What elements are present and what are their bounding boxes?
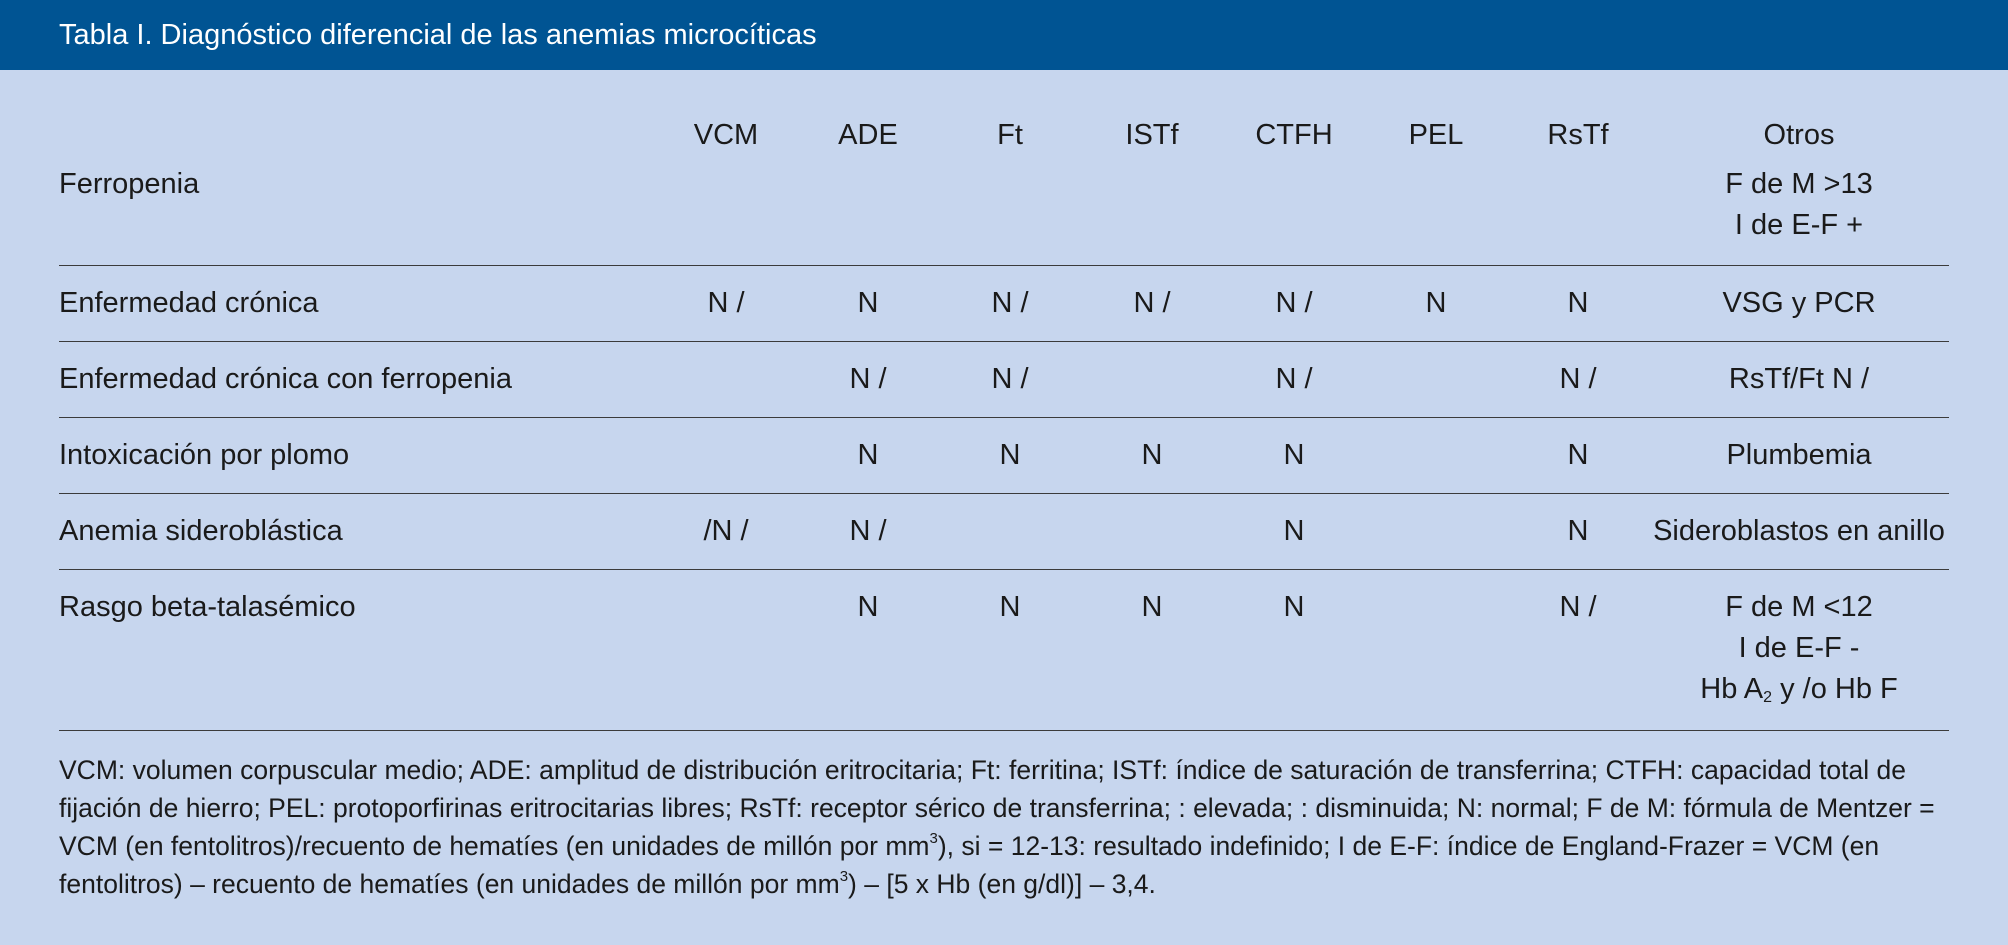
table-cell [939, 494, 1081, 570]
table-cell [1365, 418, 1507, 494]
table-cell [1081, 342, 1223, 418]
otros-cell: Plumbemia [1649, 418, 1949, 494]
row-label: Enfermedad crónica [59, 287, 319, 319]
row-label: Enfermedad crónica con ferropenia [59, 363, 512, 395]
otros-line: F de M >13 [1725, 168, 1873, 200]
table-cell: N [857, 287, 879, 319]
table-cell [1365, 494, 1507, 570]
table-cell: N [1283, 591, 1305, 623]
otros-line-hb: Hb A2 y /o Hb F [1649, 669, 1949, 710]
table-cell: N / [991, 287, 1029, 319]
row-label: Intoxicación por plomo [59, 439, 350, 471]
column-header: Otros [1763, 118, 1835, 151]
table-cell: N / [1559, 363, 1597, 395]
differential-diagnosis-table: VCM ADE Ft ISTf CTFH PEL RsTf Otros Ferr… [59, 110, 1949, 731]
table-cell: N [999, 439, 1021, 471]
table-cell [797, 160, 939, 266]
footnote-text: ) – [5 x Hb (en g/dl)] – 3,4. [848, 869, 1156, 899]
table-cell: N [1141, 439, 1163, 471]
otros-cell: RsTf/Ft N / [1649, 342, 1949, 418]
row-label: Anemia sideroblástica [59, 515, 343, 547]
row-label: Ferropenia [59, 168, 200, 200]
table-cell [655, 418, 797, 494]
column-header: PEL [1408, 118, 1464, 151]
column-header: CTFH [1255, 118, 1333, 151]
otros-cell: VSG y PCR [1649, 266, 1949, 342]
table-cell: N [999, 591, 1021, 623]
column-header: VCM [693, 118, 759, 151]
table-cell [1365, 570, 1507, 731]
column-header-row: VCM ADE Ft ISTf CTFH PEL RsTf Otros [59, 110, 1949, 160]
table-cell: N / [1559, 591, 1597, 623]
column-header: ADE [838, 118, 898, 151]
table-cell: N / [1133, 287, 1171, 319]
otros-cell: Sideroblastos en anillo [1649, 494, 1949, 570]
otros-line: VSG y PCR [1722, 287, 1876, 319]
table-footnote: VCM: volumen corpuscular medio; ADE: amp… [59, 751, 1949, 903]
table-cell [1365, 342, 1507, 418]
column-header [59, 110, 655, 160]
column-header: Ft [997, 118, 1023, 151]
table-cell [1081, 160, 1223, 266]
column-header: ISTf [1125, 118, 1179, 151]
table-cell: N [1425, 287, 1447, 319]
otros-cell: F de M <12 I de E-F - Hb A2 y /o Hb F [1649, 570, 1949, 731]
footnote-text: ), si = 12-13: resultado indefinido; I d… [59, 831, 1880, 899]
table-cell: N / [849, 515, 887, 547]
otros-line: RsTf/Ft N / [1728, 363, 1870, 395]
hb-suffix: y /o Hb F [1772, 673, 1898, 705]
table-cell [939, 160, 1081, 266]
footnote-text: VCM: volumen corpuscular medio; ADE: amp… [59, 755, 1935, 861]
table-cell: N / [849, 363, 887, 395]
table-cell: N / [707, 287, 745, 319]
table-cell: N [1141, 591, 1163, 623]
table-row: Rasgo beta-talasémico N N N N N / F de M… [59, 569, 1949, 731]
table-cell: N / [991, 363, 1029, 395]
hb-subscript: 2 [1763, 689, 1773, 706]
otros-line: I de E-F + [1734, 209, 1864, 241]
table-header-bar: Tabla I. Diagnóstico diferencial de las … [0, 0, 2008, 70]
column-header: RsTf [1547, 118, 1609, 151]
table-cell: N [1283, 515, 1305, 547]
table-title: Tabla I. Diagnóstico diferencial de las … [59, 18, 817, 51]
table-row: Ferropenia F de M >13 I de E-F + [59, 160, 1949, 266]
table-cell: N / [1275, 363, 1313, 395]
table-cell: /N / [703, 515, 749, 547]
table-cell [655, 342, 797, 418]
table-cell: N [857, 591, 879, 623]
otros-line: I de E-F - [1738, 632, 1860, 664]
table-cell [1223, 160, 1365, 266]
table-cell: N [1283, 439, 1305, 471]
footnote-superscript: 3 [839, 868, 849, 885]
table-row: Enfermedad crónica N / N N / N / N / N N… [59, 265, 1949, 342]
table-row: Intoxicación por plomo N N N N N Plumbem… [59, 417, 1949, 494]
table-cell [1507, 160, 1649, 266]
otros-line: F de M <12 [1725, 591, 1873, 623]
footnote-superscript: 3 [929, 830, 938, 847]
table-cell [655, 160, 797, 266]
otros-cell: F de M >13 I de E-F + [1649, 160, 1949, 266]
hb-prefix: Hb A [1700, 673, 1764, 705]
row-label: Rasgo beta-talasémico [59, 591, 356, 623]
table-cell [1365, 160, 1507, 266]
table-row: Anemia sideroblástica /N / N / N N Sider… [59, 493, 1949, 570]
table-cell: N [1567, 287, 1589, 319]
table-cell: N / [1275, 287, 1313, 319]
table-cell: N [1567, 439, 1589, 471]
table-row: Enfermedad crónica con ferropenia N / N … [59, 341, 1949, 418]
otros-line: Sideroblastos en anillo [1653, 515, 1945, 547]
table-cell [1081, 494, 1223, 570]
table-cell: N [1567, 515, 1589, 547]
otros-line: Plumbemia [1726, 439, 1872, 471]
table-cell [655, 570, 797, 731]
table-cell: N [857, 439, 879, 471]
